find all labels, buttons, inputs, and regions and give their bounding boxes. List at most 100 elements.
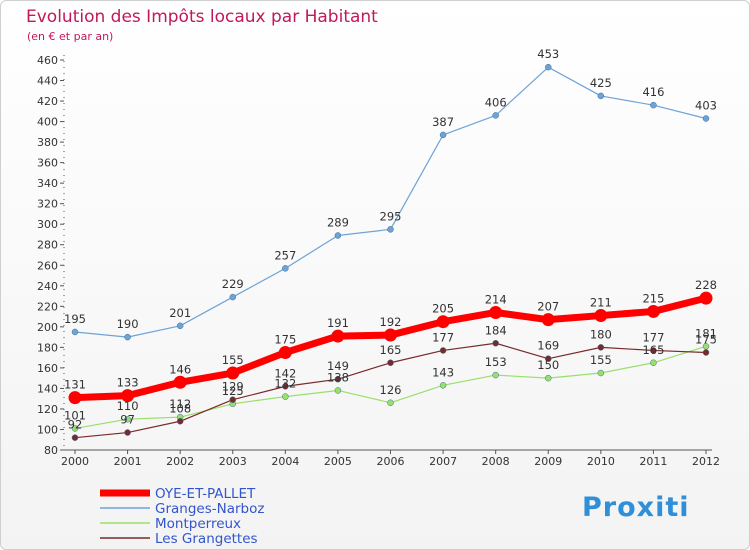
data-label: 177	[432, 330, 454, 344]
data-point	[597, 92, 605, 100]
data-label: 146	[169, 362, 191, 376]
series-les-grangettes	[71, 340, 710, 441]
data-point	[71, 425, 79, 432]
data-label: 192	[380, 315, 402, 329]
y-tick-label: 300	[37, 218, 58, 231]
y-tick-label: 160	[37, 362, 58, 375]
data-label: 165	[642, 343, 664, 357]
data-point	[124, 429, 131, 436]
data-point	[121, 389, 135, 403]
x-tick-label: 2003	[219, 455, 247, 468]
data-label: 175	[695, 333, 717, 347]
y-tick-label: 320	[37, 198, 58, 211]
data-label: 132	[274, 377, 296, 391]
x-tick-label: 2006	[377, 455, 405, 468]
x-tick-label: 2004	[271, 455, 299, 468]
data-label: 112	[169, 397, 191, 411]
data-label: 149	[327, 359, 349, 373]
series-montperreux	[71, 343, 710, 432]
data-label: 169	[537, 339, 559, 353]
y-tick-label: 380	[37, 136, 58, 149]
data-label: 181	[695, 326, 717, 340]
y-tick-label: 280	[37, 239, 58, 252]
legend-item: Montperreux	[100, 516, 241, 532]
data-point	[545, 374, 552, 382]
data-point	[334, 375, 342, 383]
data-point	[334, 232, 342, 239]
data-label: 110	[117, 399, 139, 413]
data-label: 289	[327, 216, 349, 230]
chart-title: Evolution des Impôts locaux par Habitant	[26, 7, 378, 27]
data-label: 215	[642, 291, 664, 305]
x-tick-label: 2001	[114, 455, 142, 468]
x-tick-label: 2009	[534, 455, 562, 468]
data-label: 211	[590, 296, 612, 310]
data-point	[124, 415, 131, 423]
data-point	[436, 315, 450, 329]
data-label: 125	[222, 384, 244, 398]
data-point	[282, 265, 289, 272]
data-point	[492, 112, 499, 119]
data-point	[597, 369, 605, 377]
data-label: 108	[169, 401, 191, 415]
data-label: 155	[590, 353, 612, 367]
data-point	[545, 355, 552, 362]
data-label: 425	[590, 76, 612, 90]
data-label: 416	[642, 85, 664, 99]
data-label: 138	[327, 370, 349, 384]
data-point	[176, 418, 184, 425]
legend-item: Les Grangettes	[100, 531, 258, 547]
data-point	[384, 328, 397, 342]
data-point	[331, 329, 345, 343]
data-point	[229, 396, 236, 403]
series-granges-narboz	[71, 63, 710, 341]
x-tick-label: 2008	[482, 455, 510, 468]
data-point	[387, 399, 394, 407]
data-point	[282, 393, 289, 400]
data-label: 153	[485, 355, 507, 369]
data-point	[278, 346, 292, 359]
y-tick-label: 120	[37, 403, 58, 416]
legend-label: Montperreux	[155, 516, 241, 532]
data-point	[173, 375, 187, 389]
data-point	[650, 101, 657, 109]
x-tick-label: 2011	[639, 455, 667, 468]
data-point	[545, 63, 552, 71]
x-tick-label: 2000	[61, 455, 89, 468]
data-label: 406	[485, 95, 507, 109]
data-point	[650, 359, 657, 367]
data-point	[699, 291, 713, 305]
series-layer	[68, 63, 713, 441]
x-tick-label: 2005	[324, 455, 352, 468]
data-label: 155	[222, 353, 244, 367]
data-label: 403	[695, 99, 717, 113]
data-label: 165	[380, 343, 402, 357]
logo-text: Proxiti	[582, 492, 690, 523]
y-tick-label: 460	[37, 54, 58, 67]
data-label: 257	[274, 248, 296, 262]
data-point	[282, 383, 289, 390]
data-point	[594, 309, 608, 323]
data-label: 177	[642, 330, 664, 344]
data-point	[387, 226, 394, 233]
data-point	[439, 131, 447, 139]
data-label: 131	[64, 378, 86, 392]
data-label: 228	[695, 278, 717, 292]
proxiti-logo: Proxiti	[582, 492, 690, 523]
data-point	[489, 305, 503, 319]
y-tick-label: 200	[37, 321, 58, 334]
x-tick-label: 2002	[166, 455, 194, 468]
data-label: 129	[222, 380, 244, 394]
legend-item: Granges-Narboz	[100, 501, 264, 517]
data-label: 201	[169, 306, 191, 320]
legend-item: OYE-ET-PALLET	[100, 486, 256, 502]
data-label: 190	[117, 317, 139, 331]
data-label: 101	[64, 408, 86, 422]
legend-label: Granges-Narboz	[155, 501, 264, 517]
data-point	[334, 387, 342, 394]
data-point	[646, 304, 660, 318]
data-point	[597, 344, 605, 351]
data-label: 191	[327, 316, 349, 330]
legend: OYE-ET-PALLETGranges-NarbozMontperreuxLe…	[100, 486, 264, 547]
x-tick-label: 2012	[692, 455, 720, 468]
